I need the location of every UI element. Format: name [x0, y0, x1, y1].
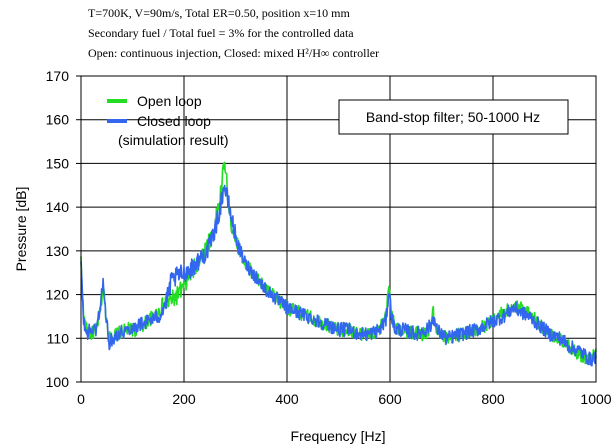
annotation-box: Band-stop filter; 50-1000 Hz	[338, 99, 569, 135]
y-tick-label: 140	[46, 199, 70, 215]
x-tick-label: 0	[77, 391, 85, 407]
y-tick-label: 160	[46, 112, 70, 128]
annotation-text: Band-stop filter; 50-1000 Hz	[366, 109, 540, 125]
x-tick-label: 200	[172, 391, 196, 407]
legend-label-closed-loop: Closed loop	[137, 113, 211, 129]
x-axis-label: Frequency [Hz]	[291, 428, 386, 444]
x-tick-label: 1000	[580, 391, 611, 407]
y-tick-label: 130	[46, 243, 70, 259]
legend-note: (simulation result)	[118, 132, 228, 148]
y-tick-label: 170	[46, 68, 70, 84]
y-axis-label: Pressure [dB]	[13, 187, 29, 272]
x-tick-label: 400	[275, 391, 299, 407]
legend-label-open-loop: Open loop	[137, 93, 202, 109]
ticks: 0 200 400 600 800 1000 100 110 120 130 140 150 160 17…	[46, 68, 612, 407]
plot-frame	[80, 75, 597, 383]
legend: Open loop Closed loop (simulation result…	[107, 93, 228, 148]
header-line-2: Secondary fuel / Total fuel = 3% for the…	[88, 26, 354, 40]
series-line-closed-loop	[80, 184, 597, 367]
y-tick-label: 150	[46, 155, 70, 171]
header-line-3: Open: continuous injection, Closed: mixe…	[88, 46, 379, 60]
header-line-1: T=700K, V=90m/s, Total ER=0.50, position…	[88, 6, 350, 20]
y-tick-label: 110	[47, 330, 70, 346]
x-tick-label: 600	[378, 391, 402, 407]
y-tick-label: 120	[46, 287, 70, 303]
series-layer	[80, 161, 597, 367]
y-tick-label: 100	[46, 374, 70, 390]
x-tick-label: 800	[481, 391, 505, 407]
